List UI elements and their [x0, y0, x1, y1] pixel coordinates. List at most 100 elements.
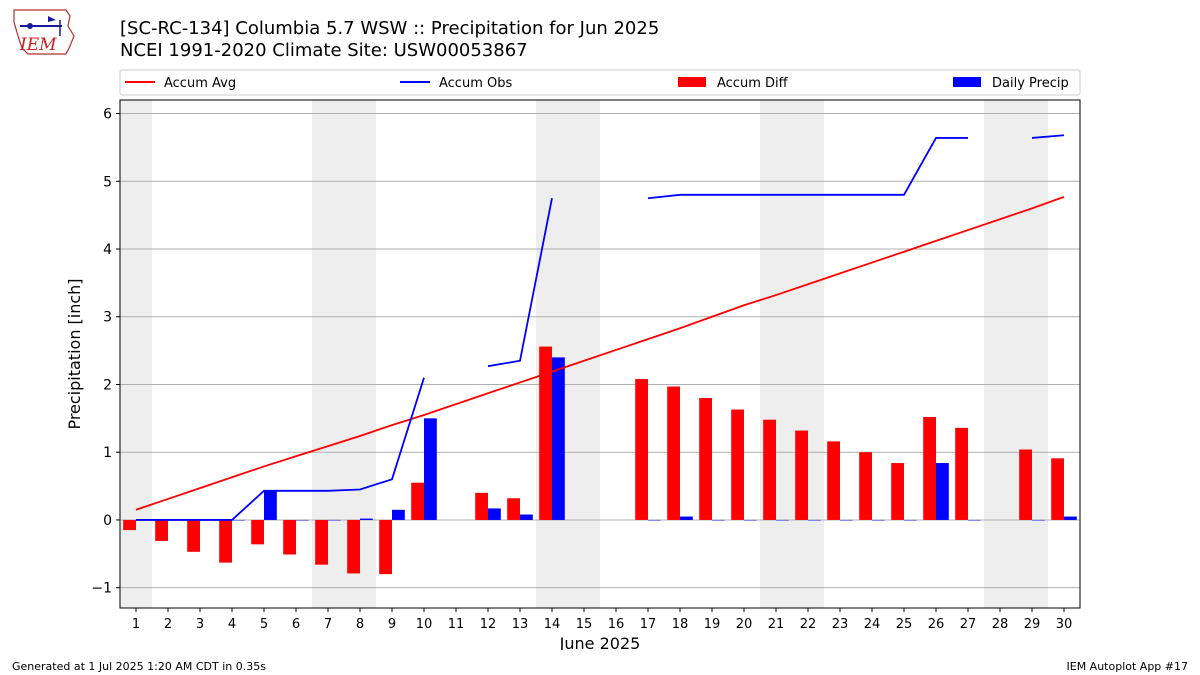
x-tick-label: 5	[260, 617, 268, 632]
daily-bar	[648, 519, 661, 521]
x-tick-label: 16	[608, 617, 625, 632]
legend-box	[119, 69, 1081, 96]
daily-bar	[680, 516, 693, 520]
diff-bar	[955, 427, 968, 520]
y-tick-label: 1	[103, 445, 112, 461]
y-tick-label: 4	[103, 242, 112, 258]
iem-logo: IEM	[13, 9, 75, 55]
diff-bar	[123, 519, 136, 531]
legend-label: Accum Diff	[717, 76, 789, 91]
x-tick-label: 17	[640, 617, 657, 632]
daily-bar	[936, 463, 949, 520]
x-tick-label: 6	[292, 617, 300, 632]
diff-bar	[923, 416, 936, 520]
weekend-band	[984, 100, 1048, 608]
daily-bar	[296, 519, 309, 521]
diff-bar	[219, 519, 232, 563]
diff-bar	[155, 519, 168, 541]
x-tick-label: 1	[132, 617, 140, 632]
diff-bar	[859, 452, 872, 520]
diff-bar	[827, 441, 840, 520]
diff-bar	[667, 386, 680, 520]
weekend-band	[120, 100, 152, 608]
x-tick-label: 13	[512, 617, 529, 632]
x-tick-label: 3	[196, 617, 204, 632]
generated-note: Generated at 1 Jul 2025 1:20 AM CDT in 0…	[12, 660, 266, 673]
x-tick-label: 4	[228, 617, 236, 632]
daily-bar	[360, 518, 373, 520]
x-tick-label: 28	[992, 617, 1009, 632]
diff-bar	[1051, 458, 1064, 520]
y-ticks: −1 0 1 2 3 4 5 6	[91, 107, 120, 597]
legend-label: Accum Obs	[439, 76, 512, 91]
diff-bar	[731, 409, 744, 520]
daily-bar	[392, 509, 405, 520]
chart-subtitle: NCEI 1991-2020 Climate Site: USW00053867	[120, 40, 528, 61]
daily-bar	[968, 519, 981, 521]
x-tick-label: 22	[800, 617, 817, 632]
x-tick-label: 12	[480, 617, 497, 632]
x-tick-label: 10	[416, 617, 433, 632]
x-tick-label: 24	[864, 617, 881, 632]
x-tick-label: 2	[164, 617, 172, 632]
diff-bar	[1019, 449, 1032, 520]
x-tick-label: 8	[356, 617, 364, 632]
accum-obs-line	[487, 198, 553, 368]
accum-avg-line	[135, 196, 1065, 511]
daily-bar	[840, 519, 853, 521]
weekend-band	[760, 100, 824, 608]
x-tick-label: 19	[704, 617, 721, 632]
bars	[123, 346, 1077, 575]
diff-bar	[475, 492, 488, 520]
x-tick-label: 18	[672, 617, 689, 632]
logo-text: IEM	[19, 35, 57, 55]
x-tick-label: 14	[544, 617, 561, 632]
plot-frame	[119, 99, 1081, 609]
diff-bar	[699, 398, 712, 520]
y-tick-label: 6	[103, 107, 112, 123]
x-tick-label: 27	[960, 617, 977, 632]
diff-bar	[763, 419, 776, 520]
daily-bar	[232, 519, 245, 521]
daily-bar	[520, 514, 533, 520]
daily-bar	[1064, 516, 1077, 520]
y-axis-label: Precipitation [inch]	[65, 278, 84, 429]
accum-obs-line	[136, 377, 425, 521]
diff-bar	[795, 430, 808, 520]
y-tick-label: −1	[91, 581, 112, 597]
daily-bar	[904, 519, 917, 521]
daily-bar	[712, 519, 725, 521]
y-tick-label: 2	[103, 377, 112, 393]
diff-bar	[635, 379, 648, 520]
x-tick-label: 20	[736, 617, 753, 632]
app-note: IEM Autoplot App #17	[1066, 660, 1189, 673]
legend-swatch	[678, 77, 706, 87]
daily-bar	[488, 508, 501, 520]
x-tick-label: 7	[324, 617, 332, 632]
chart-title: [SC-RC-134] Columbia 5.7 WSW :: Precipit…	[120, 18, 660, 39]
y-tick-label: 0	[103, 513, 112, 529]
lines	[135, 134, 1065, 521]
diff-bar	[411, 482, 424, 520]
diff-bar	[251, 519, 264, 545]
legend-label: Daily Precip	[992, 76, 1069, 91]
daily-bar	[1032, 519, 1045, 521]
diff-bar	[283, 519, 296, 555]
x-tick-label: 15	[576, 617, 593, 632]
daily-bar	[328, 519, 341, 521]
x-tick-label: 23	[832, 617, 849, 632]
daily-bar	[744, 519, 757, 521]
daily-bar	[776, 519, 789, 521]
x-ticks: 1 2 3 4 5 6 7 8 9 10 11 12 13 14 15 16 17 18 19 20 21 22 23 24 2…	[132, 608, 1072, 632]
diff-bar	[539, 346, 552, 520]
x-tick-label: 26	[928, 617, 945, 632]
diff-bar	[187, 519, 200, 552]
diff-bar	[315, 519, 328, 565]
daily-bar	[808, 519, 821, 521]
diff-bar	[347, 519, 360, 574]
accum-obs-line	[1031, 134, 1065, 139]
x-tick-label: 21	[768, 617, 785, 632]
diff-bar	[379, 519, 392, 575]
y-tick-label: 3	[103, 310, 112, 326]
accum-obs-line	[647, 137, 968, 200]
